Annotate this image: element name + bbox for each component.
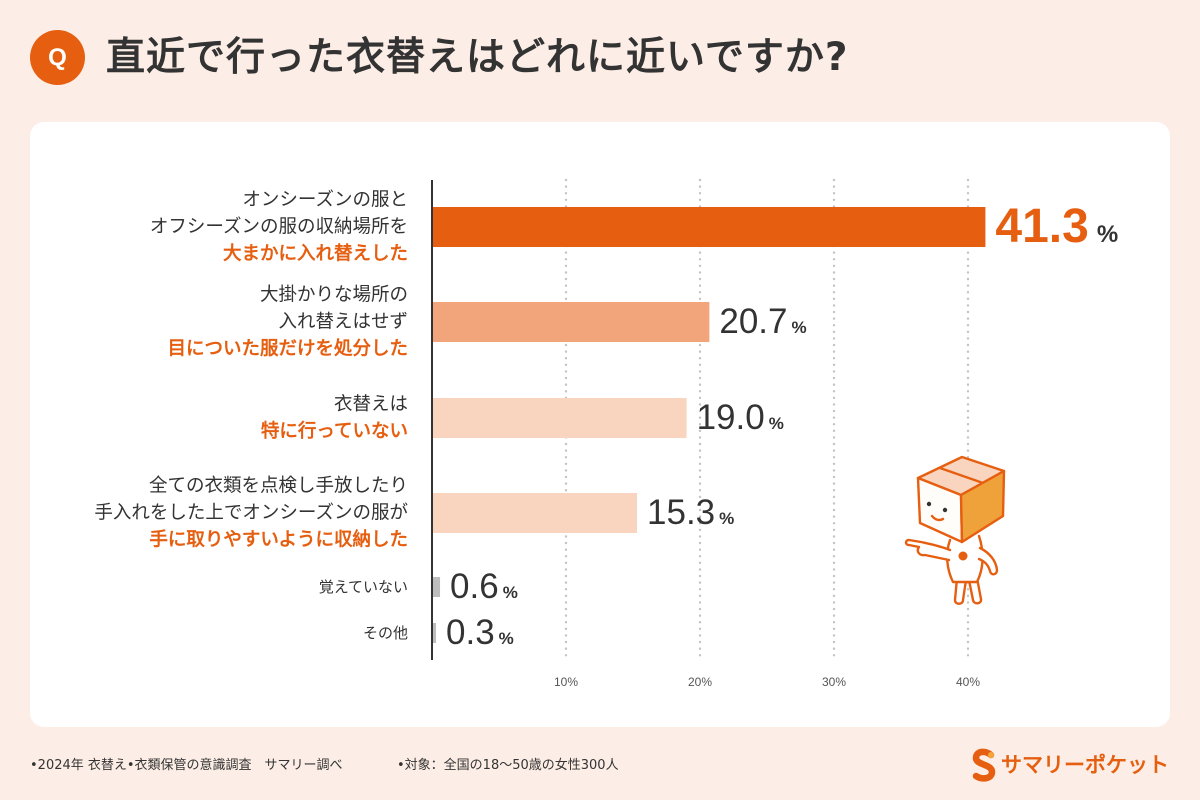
x-tick-label: 10% — [554, 675, 578, 689]
value-number: 15.3 — [647, 493, 716, 532]
category-line: 衣替えは — [333, 394, 408, 415]
value-number: 20.7 — [719, 302, 788, 341]
category-line: 大掛かりな場所の — [259, 284, 408, 306]
value-label: 15.3% — [647, 495, 734, 531]
logo-s-icon — [972, 748, 996, 782]
chart-bar — [432, 577, 441, 597]
value-label: 20.7% — [719, 304, 806, 340]
mascot-box-side — [959, 469, 1006, 544]
category-emphasis-line: 目についた服だけを処分した — [167, 338, 408, 360]
mascot-arm-right — [977, 546, 999, 576]
category-line: 全ての衣類を点検し手放したり — [148, 475, 408, 497]
x-tick-label: 20% — [688, 675, 712, 689]
category-line: オフシーズンの服の収納場所を — [149, 216, 408, 238]
x-tick-label: 30% — [822, 675, 846, 689]
chart-bar — [432, 302, 710, 342]
value-unit: % — [791, 318, 807, 337]
value-unit: % — [1096, 221, 1119, 248]
question-badge: Q — [30, 30, 85, 85]
category-line: オンシーズンの服と — [242, 189, 408, 211]
mascot-mouth — [930, 514, 945, 522]
mascot-box-tape — [938, 466, 985, 485]
value-label: 0.3% — [446, 615, 514, 651]
value-number: 0.6 — [450, 567, 499, 606]
value-unit: % — [498, 629, 514, 648]
mascot-arm-pointing — [904, 538, 952, 562]
category-label: 衣替えは特に行っていない — [261, 391, 408, 445]
category-label: 全ての衣類を点検し手放したり手入れをした上でオンシーズンの服が手に取りやすいよう… — [94, 473, 408, 554]
chart-bar — [432, 493, 638, 533]
category-line: 手入れをした上でオンシーズンの服が — [94, 502, 408, 524]
mascot-leg-left — [953, 576, 968, 605]
category-label: その他 — [363, 623, 408, 643]
value-label: 19.0% — [697, 400, 784, 436]
x-tick-label: 40% — [956, 675, 980, 689]
question-badge-letter: Q — [48, 43, 67, 71]
value-unit: % — [719, 509, 735, 528]
category-emphasis-line: 特に行っていない — [260, 421, 408, 442]
brand-logo: サマリーポケット — [970, 746, 1169, 784]
chart-bar — [432, 623, 437, 643]
mascot-eye-right — [942, 507, 948, 513]
value-number: 0.3 — [446, 613, 495, 652]
value-unit: % — [502, 583, 518, 602]
mascot-legs — [953, 576, 983, 605]
mascot-eye-left — [926, 501, 932, 507]
logo-s-highlight — [988, 752, 994, 758]
category-emphasis-line: 手に取りやすいように収納した — [149, 529, 408, 551]
value-label: 0.6% — [450, 569, 518, 605]
chart-bar — [432, 207, 986, 247]
mascot-leg-right — [967, 576, 983, 605]
mascot-chest-logo — [958, 551, 968, 561]
value-unit: % — [768, 414, 784, 433]
value-number: 19.0 — [696, 398, 765, 437]
category-line: 入れ替えはせず — [278, 311, 408, 333]
box-mascot-illustration — [904, 455, 1006, 605]
chart-title: 直近で行った衣替えはどれに近いですか? — [106, 35, 849, 80]
value-number: 41.3 — [995, 200, 1089, 253]
category-label: 覚えていない — [319, 577, 408, 597]
chart-bar — [432, 398, 687, 438]
category-line: 覚えていない — [318, 578, 408, 596]
footer-survey-note: •2024年 衣替え•衣類保管の意識調査 サマリー調べ — [30, 758, 343, 773]
value-label: 41.3% — [995, 202, 1118, 252]
mascot-face — [926, 501, 948, 522]
logo-text: サマリーポケット — [1001, 753, 1169, 777]
category-label: オンシーズンの服とオフシーズンの服の収納場所を大まかに入れ替えした — [150, 187, 408, 268]
logo-s-shape — [972, 748, 996, 782]
footer-target-note: •対象：全国の18〜50歳の女性300人 — [397, 758, 619, 773]
category-line: その他 — [362, 624, 408, 642]
mascot-head-box — [916, 455, 1006, 544]
category-label: 大掛かりな場所の入れ替えはせず目についた服だけを処分した — [167, 282, 408, 363]
category-emphasis-line: 大まかに入れ替えした — [222, 243, 408, 265]
